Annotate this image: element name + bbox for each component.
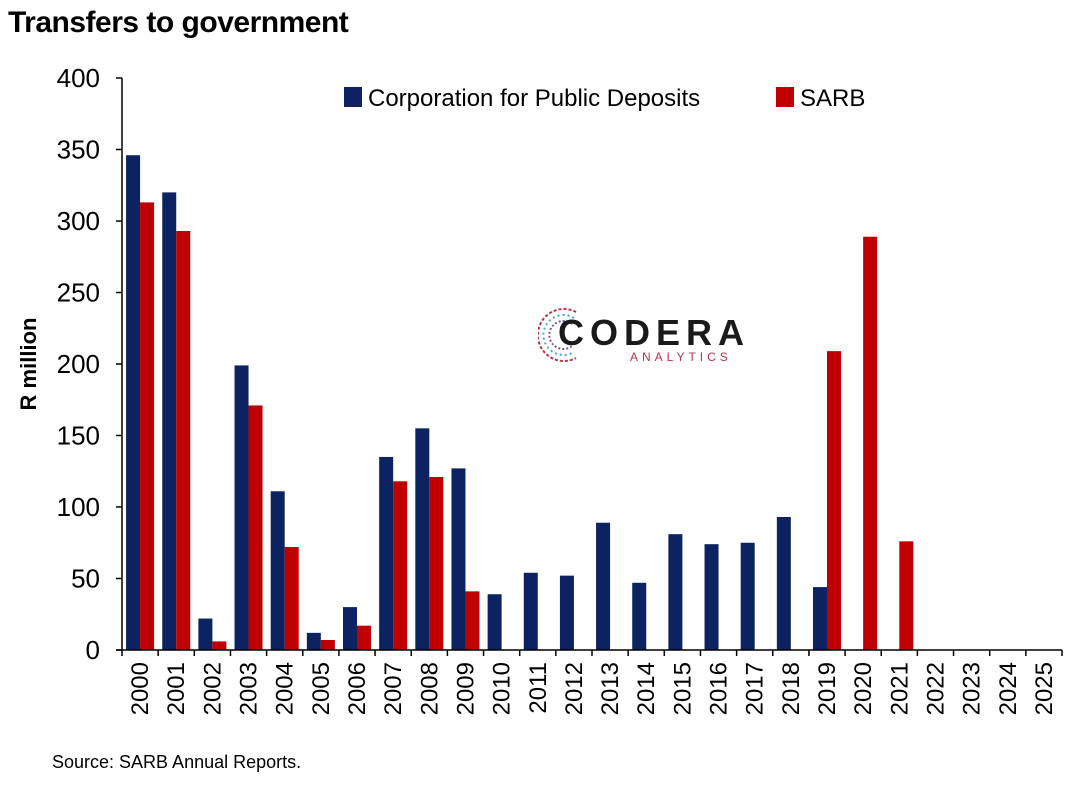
y-tick-label: 250 [57, 278, 100, 308]
y-tick-label: 0 [86, 635, 100, 665]
y-tick-label: 300 [57, 206, 100, 236]
bar-cpd-2000 [126, 155, 141, 650]
y-tick-label: 200 [57, 349, 100, 379]
bar-cpd-2009 [451, 468, 466, 650]
x-tick-label: 2019 [814, 662, 841, 715]
bar-cpd-2003 [234, 365, 249, 650]
x-tick-label: 2012 [561, 662, 588, 715]
x-tick-label: 2011 [525, 662, 552, 714]
x-tick-label: 2002 [199, 662, 226, 715]
x-tick-label: 2007 [380, 662, 407, 715]
bar-cpd-2001 [162, 192, 177, 650]
bar-sarb-2007 [393, 481, 408, 650]
x-tick-label: 2023 [959, 662, 986, 715]
legend-swatch-cpd [344, 87, 362, 107]
bar-cpd-2006 [343, 607, 357, 650]
x-tick-label: 2025 [1031, 662, 1058, 715]
legend-label-sarb: SARB [800, 85, 865, 112]
source-note: Source: SARB Annual Reports. [52, 752, 302, 772]
bar-cpd-2014 [632, 582, 647, 650]
x-tick-label: 2000 [127, 662, 154, 715]
x-tick-label: 2022 [922, 662, 949, 715]
bar-sarb-2019 [827, 351, 841, 650]
y-tick-label: 50 [71, 564, 100, 594]
x-tick-label: 2013 [597, 662, 624, 715]
x-tick-label: 2009 [452, 662, 479, 715]
x-tick-label: 2020 [850, 662, 877, 715]
bar-sarb-2005 [320, 639, 335, 650]
x-tick-label: 2001 [163, 662, 190, 715]
bar-sarb-2020 [863, 236, 878, 651]
y-tick-label: 400 [57, 63, 100, 93]
x-tick-label: 2014 [633, 662, 660, 715]
bar-sarb-2008 [429, 476, 444, 650]
chart-title: Transfers to government [8, 6, 349, 39]
x-tick-label: 2003 [236, 662, 263, 715]
bar-sarb-2021 [899, 541, 914, 650]
x-tick-label: 2004 [272, 662, 299, 715]
legend-label-cpd: Corporation for Public Deposits [368, 85, 700, 112]
bar-cpd-2008 [415, 428, 430, 650]
bar-cpd-2010 [487, 594, 502, 650]
codera-logo: CODERA ANALYTICS [538, 300, 744, 372]
x-tick-label: 2021 [886, 662, 913, 715]
x-tick-label: 2018 [778, 662, 805, 715]
x-tick-label: 2016 [706, 662, 733, 715]
x-tick-label: 2024 [995, 662, 1022, 715]
bar-cpd-2011 [523, 572, 538, 650]
bar-sarb-2002 [212, 641, 227, 650]
bar-sarb-2001 [176, 231, 191, 650]
y-axis-label: R million [16, 318, 41, 411]
bar-cpd-2016 [704, 544, 719, 650]
bar-sarb-2003 [248, 405, 263, 650]
x-tick-label: 2017 [742, 662, 769, 715]
bar-cpd-2002 [198, 618, 213, 650]
bar-cpd-2007 [379, 456, 394, 650]
bar-sarb-2006 [357, 625, 371, 650]
bar-cpd-2012 [559, 575, 574, 650]
x-tick-label: 2006 [344, 662, 371, 715]
bar-cpd-2005 [306, 632, 321, 650]
codera-logo-mark-icon [538, 308, 577, 362]
y-tick-label: 150 [57, 421, 100, 451]
y-tick-label: 350 [57, 135, 100, 165]
bar-cpd-2019 [813, 587, 827, 650]
logo-wordmark: CODERA [558, 312, 751, 353]
x-tick-label: 2015 [669, 662, 696, 715]
bar-cpd-2013 [596, 522, 611, 650]
bar-cpd-2018 [776, 517, 791, 650]
bar-sarb-2009 [465, 591, 480, 650]
x-tick-label: 2005 [308, 662, 335, 715]
x-tick-label: 2008 [416, 662, 443, 715]
bar-cpd-2015 [668, 534, 683, 650]
logo-subtitle: ANALYTICS [630, 350, 732, 364]
bar-sarb-2000 [140, 202, 155, 650]
legend-swatch-sarb [776, 87, 794, 107]
y-tick-label: 100 [57, 492, 100, 522]
x-tick-label: 2010 [489, 662, 516, 715]
bar-sarb-2004 [284, 547, 299, 650]
bar-cpd-2004 [270, 491, 285, 650]
bar-cpd-2017 [740, 542, 755, 650]
